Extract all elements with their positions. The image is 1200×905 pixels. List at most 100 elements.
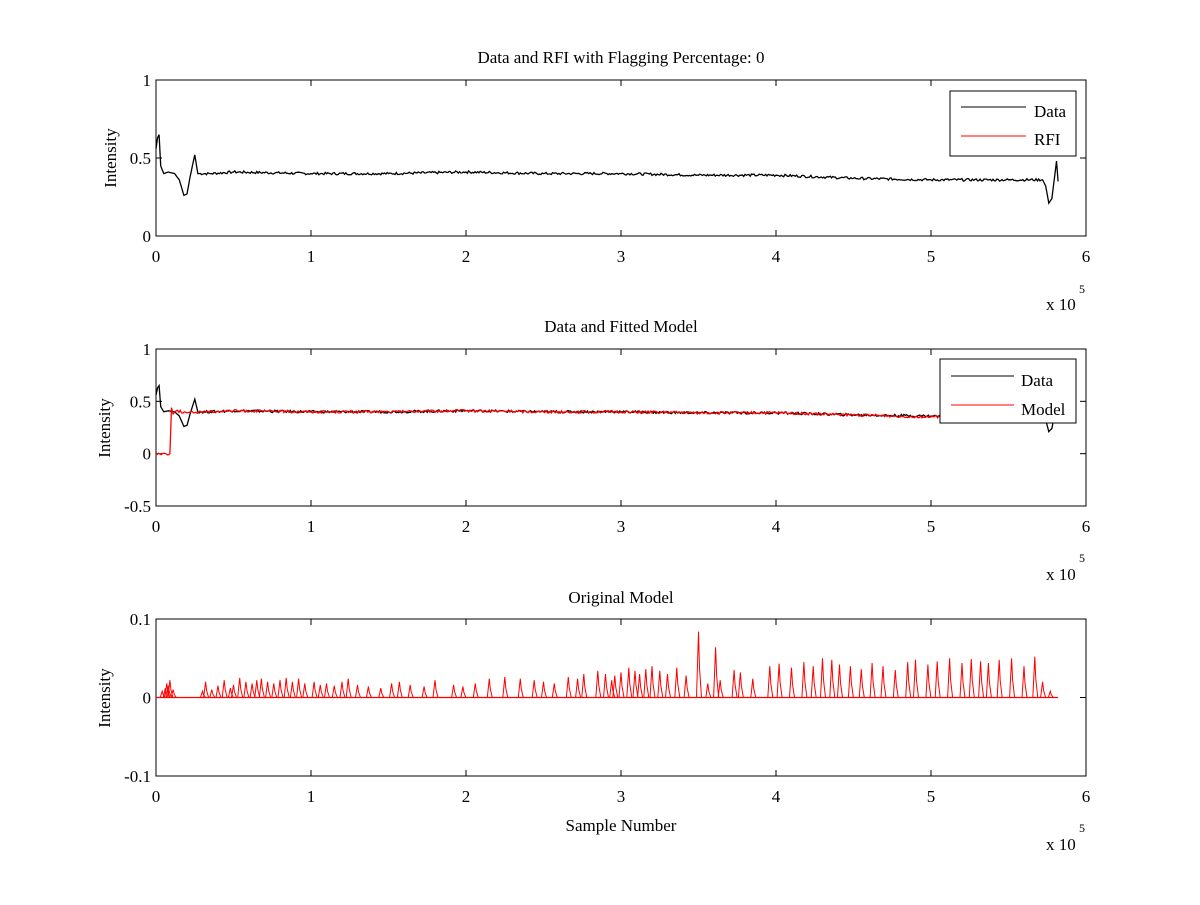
spike-mark (767, 666, 774, 698)
spike-mark (551, 683, 558, 698)
chart-title: Original Model (568, 588, 674, 607)
spike-mark (517, 678, 524, 698)
spike-mark (283, 677, 290, 698)
spike-mark (396, 681, 403, 698)
series-line-data (155, 134, 1059, 205)
spike-mark (978, 661, 985, 698)
plot-area (155, 79, 1087, 237)
spike-mark (947, 658, 954, 698)
spike-mark (595, 670, 602, 698)
x-multiplier-base: x 10 (1046, 295, 1076, 314)
spike-mark (502, 677, 509, 698)
spike-mark (486, 678, 493, 698)
spike-mark (389, 683, 396, 698)
series-line-model (155, 407, 1009, 456)
spike-mark (581, 673, 588, 698)
spike-mark (750, 678, 757, 698)
spike-mark (407, 684, 414, 698)
spike-mark (657, 670, 664, 698)
spike-mark (170, 689, 177, 698)
spike-mark (378, 687, 385, 698)
x-tick-label: 0 (152, 517, 161, 536)
spike-mark (243, 681, 250, 698)
x-tick-label: 3 (617, 517, 626, 536)
y-tick-label: 1 (143, 340, 152, 359)
spike-mark (820, 658, 826, 698)
spike-mark (1047, 689, 1054, 698)
spike-mark (159, 689, 166, 698)
spike-mark (311, 681, 318, 698)
spike-mark (258, 678, 265, 698)
spike-mark (683, 675, 690, 698)
legend-label-rfi: RFI (1034, 130, 1061, 149)
panel-3: Original Model Intensity Sample Number 0… (95, 588, 1090, 854)
spike-mark (1021, 666, 1028, 698)
spike-mark (254, 680, 261, 698)
spike-mark (696, 631, 702, 698)
spike-mark (810, 666, 817, 698)
spike-mark (1032, 656, 1039, 698)
spike-mark (858, 669, 865, 698)
x-tick-label: 6 (1082, 247, 1091, 266)
spike-mark (472, 683, 479, 698)
x-tick-label: 2 (462, 787, 471, 806)
spike-mark (925, 664, 932, 698)
y-axis-label: Intensity (95, 668, 114, 728)
spike-mark (649, 666, 656, 698)
spike-mark (603, 673, 609, 698)
spike-mark (637, 673, 644, 698)
chart-title: Data and RFI with Flagging Percentage: 0 (477, 48, 764, 67)
spike-mark (575, 678, 582, 698)
spike-mark (271, 683, 278, 698)
spike-mark (231, 684, 237, 698)
spike-mark (632, 670, 639, 698)
spike-mark (249, 683, 256, 698)
x-tick-label: 5 (927, 787, 936, 806)
y-tick-label: 0.1 (130, 610, 151, 629)
spike-mark (829, 659, 836, 698)
spike-mark (421, 686, 428, 698)
x-tick-label: 2 (462, 247, 471, 266)
y-axis-label: Intensity (101, 128, 120, 188)
x-multiplier-base: x 10 (1046, 565, 1076, 584)
spike-mark (612, 675, 619, 698)
spike-mark (609, 680, 616, 698)
spike-mark (277, 680, 284, 698)
spike-mark (460, 686, 467, 698)
x-tick-label: 6 (1082, 517, 1091, 536)
spike-mark (869, 662, 876, 698)
chart-title: Data and Fitted Model (544, 317, 698, 336)
spike-mark (789, 667, 795, 698)
spike-mark (565, 677, 572, 698)
spike-mark (203, 681, 210, 698)
spike-mark (289, 681, 296, 698)
y-tick-label: 0 (143, 689, 152, 708)
spike-mark (209, 689, 216, 698)
spike-mark (705, 683, 712, 698)
x-multiplier-base: x 10 (1046, 835, 1076, 854)
spike-mark (1040, 681, 1047, 698)
spike-mark (626, 667, 633, 698)
legend: Data Model (939, 358, 1077, 424)
x-tick-label: 4 (772, 517, 781, 536)
spike-mark (934, 661, 941, 698)
spike-mark (717, 680, 724, 698)
spike-mark (451, 684, 458, 698)
x-axis-label: Sample Number (566, 816, 677, 835)
spike-mark (365, 686, 372, 698)
x-tick-label: 4 (772, 247, 781, 266)
y-tick-label: 0.5 (130, 392, 151, 411)
spike-mark (345, 678, 352, 698)
spike-mark (200, 689, 206, 698)
spike-mark (1009, 658, 1016, 698)
spike-mark (265, 681, 272, 698)
legend-label-model: Model (1021, 400, 1066, 419)
spike-mark (531, 680, 538, 698)
spike-mark (237, 677, 244, 698)
spike-mark (227, 687, 234, 698)
legend-box (939, 358, 1077, 424)
x-tick-label: 4 (772, 787, 781, 806)
x-tick-label: 6 (1082, 787, 1091, 806)
